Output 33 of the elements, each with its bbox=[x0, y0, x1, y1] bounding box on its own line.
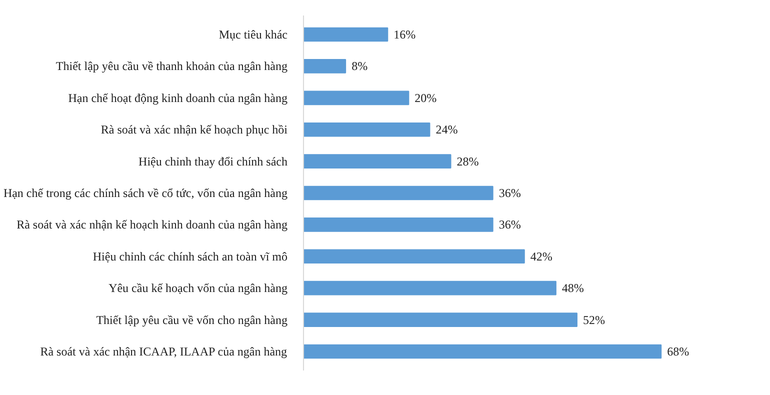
y-tick-label: Rà soát và xác nhận ICAAP, ILAAP của ngân hàng bbox=[40, 344, 288, 358]
y-tick-label: Thiết lập yêu cầu về vốn cho ngân hàng bbox=[96, 312, 288, 327]
bar bbox=[304, 312, 578, 327]
bar bbox=[304, 280, 556, 296]
y-tick-label: Hạn chế trong các chính sách về cổ tức, vốn của ngân hàng bbox=[3, 186, 288, 200]
bar bbox=[304, 59, 346, 74]
y-tick-label: Mục tiêu khác bbox=[218, 28, 288, 42]
data-label: 24% bbox=[436, 122, 458, 137]
bar bbox=[304, 90, 410, 106]
bar bbox=[304, 344, 662, 359]
data-label: 16% bbox=[394, 28, 416, 42]
y-tick-label: Hiệu chỉnh thay đổi chính sách bbox=[138, 154, 288, 168]
data-label: 28% bbox=[456, 154, 479, 168]
data-label: 48% bbox=[562, 281, 584, 296]
bar bbox=[304, 122, 430, 137]
data-label: 42% bbox=[530, 249, 552, 264]
bar bbox=[304, 186, 494, 200]
data-label: 36% bbox=[498, 218, 521, 232]
bar bbox=[304, 218, 494, 232]
bar bbox=[304, 249, 525, 264]
data-label: 8% bbox=[352, 59, 368, 74]
y-tick-label: Hiệu chỉnh các chính sách an toàn vĩ mô bbox=[92, 249, 288, 264]
y-tick-label: Thiết lập yêu cầu về thanh khoản của ngân hàng bbox=[56, 59, 288, 74]
y-tick-label: Rà soát và xác nhận kế hoạch kinh doanh của ngân hàng bbox=[16, 218, 288, 232]
data-label: 36% bbox=[498, 186, 521, 200]
data-label: 68% bbox=[667, 344, 690, 358]
bar bbox=[304, 154, 452, 168]
data-label: 52% bbox=[582, 312, 605, 327]
bar bbox=[304, 27, 388, 42]
y-tick-label: Rà soát và xác nhận kế hoạch phục hồi bbox=[100, 122, 288, 137]
y-tick-label: Yêu cầu kế hoạch vốn của ngân hàng bbox=[108, 281, 288, 296]
y-tick-label: Hạn chế hoạt động kinh doanh của ngân hàng bbox=[68, 90, 288, 105]
data-label: 20% bbox=[414, 90, 437, 105]
